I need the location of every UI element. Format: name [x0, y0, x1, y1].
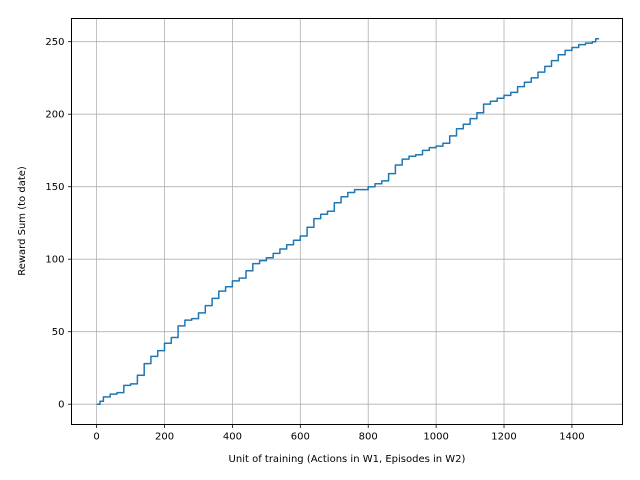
plot-frame — [71, 18, 623, 425]
grid — [71, 18, 623, 425]
series-layer — [96, 38, 600, 405]
y-tick-label: 100 — [45, 255, 64, 266]
y-axis: 0 50 100 150 200 250 — [45, 37, 72, 411]
x-tick-label: 0 — [93, 432, 99, 443]
series-line — [96, 38, 600, 405]
y-tick-label: 0 — [58, 400, 64, 411]
x-tick-label: 800 — [359, 432, 378, 443]
x-tick-label: 600 — [291, 432, 310, 443]
x-tick-label: 1200 — [491, 432, 516, 443]
x-tick-label: 400 — [223, 432, 242, 443]
y-tick-label: 250 — [45, 37, 64, 48]
x-tick-label: 200 — [155, 432, 174, 443]
x-axis-label: Unit of training (Actions in W1, Episode… — [229, 454, 466, 465]
y-tick-label: 200 — [45, 110, 64, 121]
y-axis-label: Reward Sum (to date) — [17, 166, 28, 276]
x-tick-label: 1400 — [559, 432, 584, 443]
x-axis: 0 200 400 600 800 1000 1200 1400 — [93, 424, 585, 443]
x-tick-label: 1000 — [423, 432, 448, 443]
y-tick-label: 150 — [45, 182, 64, 193]
y-tick-label: 50 — [52, 327, 65, 338]
